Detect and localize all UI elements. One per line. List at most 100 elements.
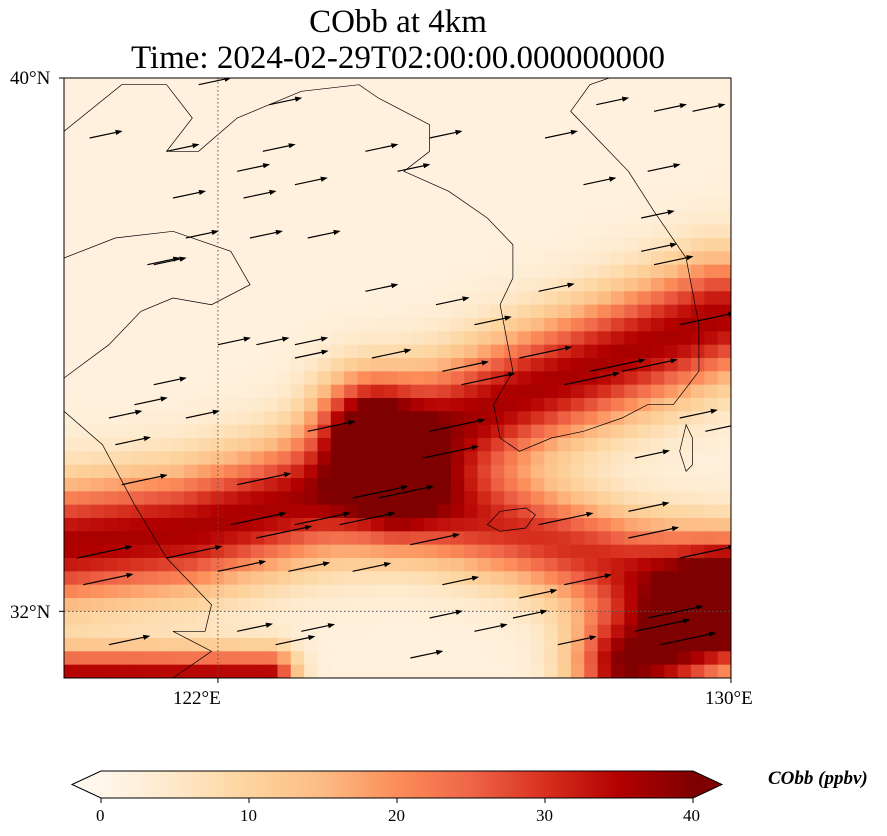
field-cell <box>677 638 692 652</box>
field-cell <box>570 358 585 372</box>
field-cell <box>197 384 212 399</box>
field-cell <box>344 371 359 386</box>
field-cell <box>317 598 332 612</box>
field-cell <box>104 504 118 519</box>
field-cell <box>117 184 132 199</box>
field-cell <box>584 438 599 452</box>
field-cell <box>144 91 158 106</box>
field-cell <box>690 358 705 372</box>
wind-arrow <box>519 345 573 359</box>
field-cell <box>264 278 279 292</box>
field-cell <box>237 664 252 678</box>
field-cell <box>90 184 105 199</box>
field-cell <box>344 344 359 359</box>
field-cell <box>424 624 439 639</box>
field-cell <box>624 211 639 226</box>
field-cell <box>237 544 252 559</box>
field-cell <box>584 264 599 279</box>
field-cell <box>197 518 212 532</box>
field-cell <box>477 238 492 252</box>
field-cell <box>544 411 559 426</box>
field-cell <box>117 358 132 372</box>
field-cell <box>490 638 505 652</box>
field-cell <box>104 411 118 426</box>
field-cell <box>557 451 572 466</box>
field-cell <box>624 598 639 612</box>
wind-arrow-shaft <box>429 610 462 619</box>
field-cell <box>570 478 585 492</box>
field-cell <box>624 278 639 292</box>
field-cell <box>677 478 692 492</box>
field-cell <box>184 184 198 199</box>
field-cell <box>250 291 265 306</box>
field-cell <box>650 504 665 519</box>
field-cell <box>184 411 198 426</box>
field-cell <box>264 651 279 666</box>
wind-vectors <box>76 78 731 659</box>
wind-arrow-shaft <box>237 472 290 486</box>
field-cell <box>464 611 479 626</box>
field-cell <box>410 104 425 119</box>
field-cell <box>317 518 332 532</box>
wind-arrow-head <box>669 242 678 248</box>
wind-arrow-head <box>125 545 133 551</box>
field-cell <box>624 464 639 479</box>
field-cell <box>717 598 731 612</box>
field-cell <box>477 224 492 239</box>
wind-arrow-head <box>404 348 412 354</box>
field-cell <box>584 651 599 666</box>
field-cell <box>64 144 78 159</box>
field-cell <box>237 118 252 132</box>
field-cell <box>664 278 679 292</box>
wind-arrow-head <box>343 511 351 517</box>
field-cell <box>184 131 198 146</box>
wind-arrow-shaft <box>307 230 339 239</box>
field-cell <box>370 171 385 186</box>
field-cell <box>397 398 412 412</box>
field-cell <box>717 158 731 172</box>
field-cell <box>704 144 719 159</box>
field-cell <box>544 118 559 132</box>
field-cell <box>157 438 172 452</box>
field-cell <box>584 371 599 386</box>
field-cell <box>650 78 665 92</box>
field-cell <box>624 478 639 492</box>
field-cell <box>637 584 652 599</box>
field-cell <box>450 131 465 146</box>
field-cell <box>717 291 731 306</box>
field-cell <box>664 131 679 146</box>
field-cell <box>477 544 492 559</box>
field-cell <box>397 478 412 492</box>
field-cell <box>237 131 252 146</box>
field-cell <box>517 198 532 212</box>
wind-arrow <box>352 562 392 572</box>
field-cell <box>397 438 412 452</box>
field-cell <box>664 291 679 306</box>
field-cell <box>104 531 118 546</box>
field-cell <box>570 264 585 279</box>
field-cell <box>517 78 532 92</box>
field-cell <box>370 438 385 452</box>
field-cell <box>264 104 279 119</box>
field-cell <box>170 278 185 292</box>
field-cell <box>464 158 479 172</box>
field-cell <box>464 331 479 346</box>
field-cell <box>197 304 212 319</box>
field-cell <box>597 144 612 159</box>
field-cell <box>224 638 239 652</box>
field-cell <box>517 478 532 492</box>
wind-arrow <box>294 511 351 526</box>
field-cell <box>664 664 679 678</box>
field-cell <box>250 118 265 132</box>
field-cell <box>637 318 652 332</box>
field-cell <box>704 198 719 212</box>
field-cell <box>477 664 492 678</box>
field-cell <box>250 504 265 519</box>
field-cell <box>330 331 345 346</box>
field-cell <box>317 104 332 119</box>
field-cell <box>704 424 719 439</box>
field-cell <box>477 171 492 186</box>
field-cell <box>144 331 158 346</box>
wind-arrow-shaft <box>628 527 678 539</box>
field-cell <box>597 451 612 466</box>
